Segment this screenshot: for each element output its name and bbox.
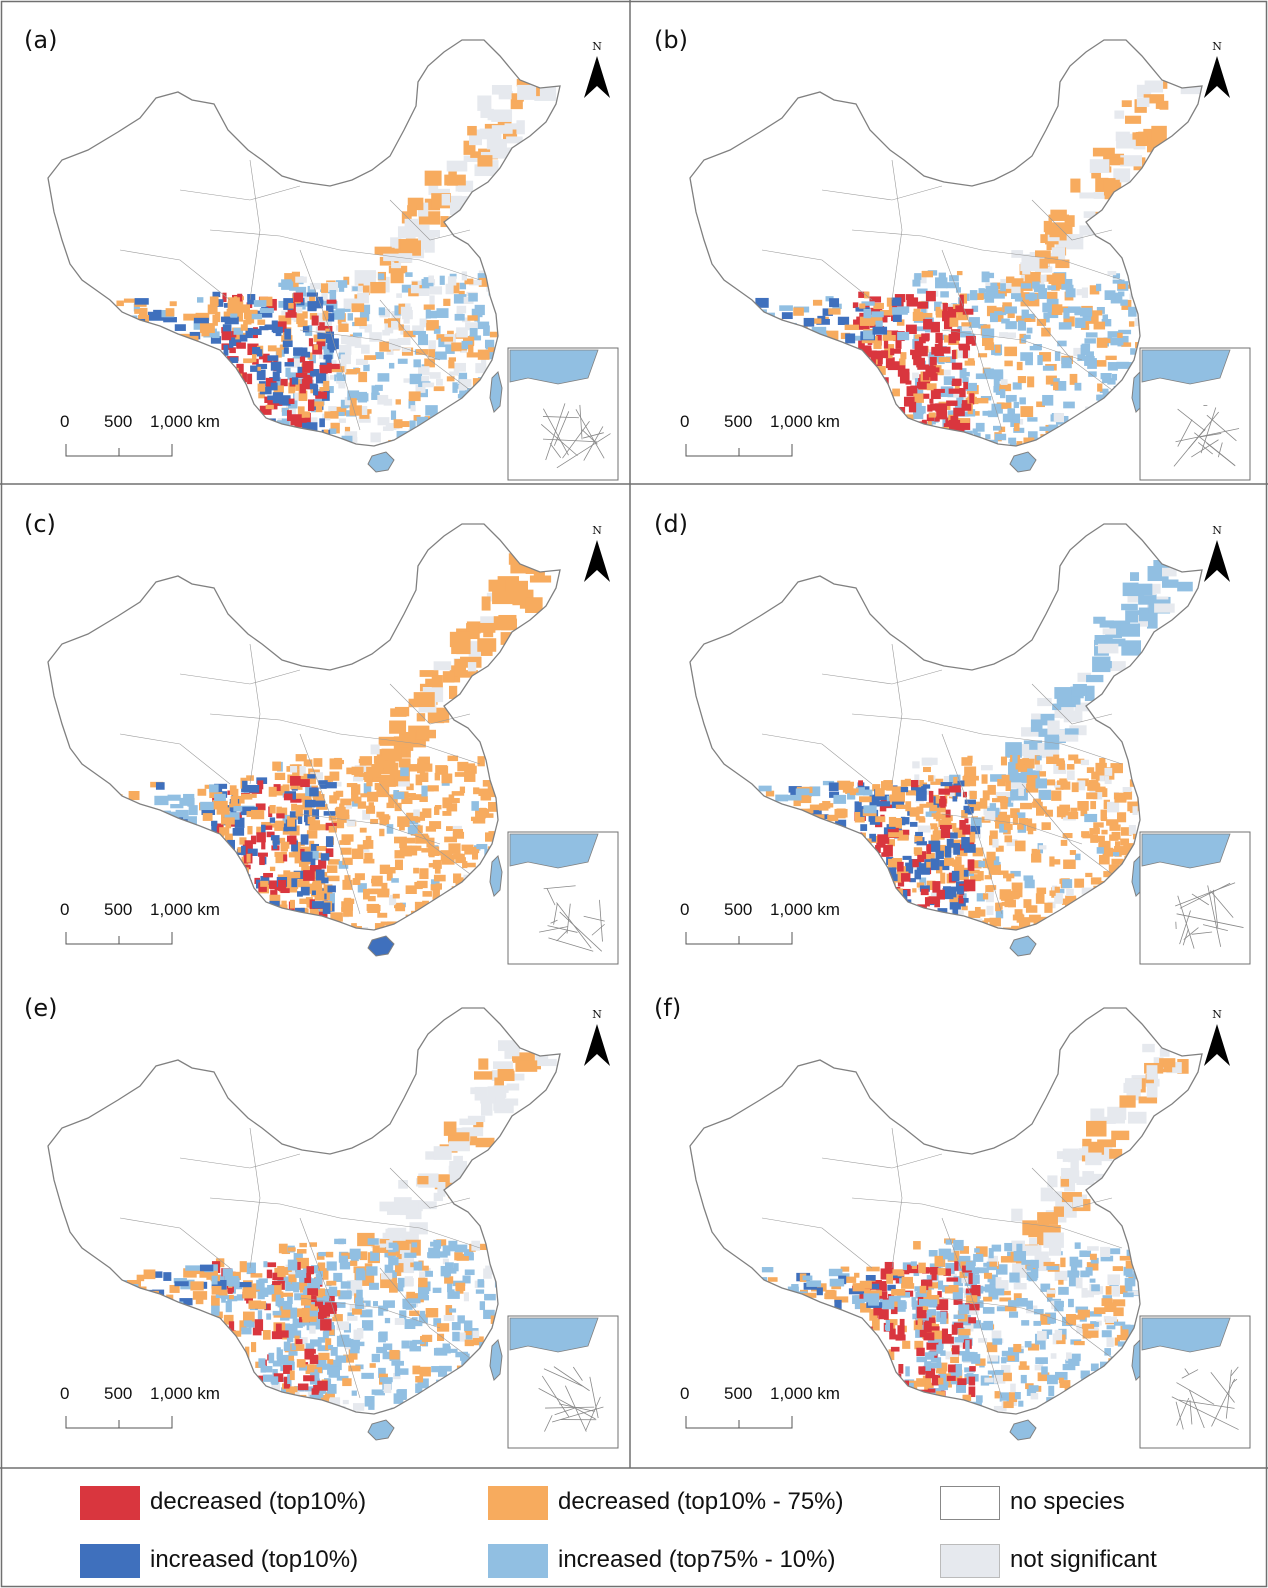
north-arrow-icon: N <box>1202 1008 1232 1070</box>
north-arrow-icon: N <box>582 524 612 586</box>
north-label: N <box>1212 40 1222 53</box>
legend: decreased (top10%) decreased (top10% - 7… <box>0 1468 1268 1588</box>
panel-label: (b) <box>654 26 688 54</box>
legend-label: decreased (top10%) <box>150 1488 367 1515</box>
panel-label: (f) <box>654 994 682 1022</box>
legend-swatch <box>940 1486 1000 1520</box>
panel-label: (e) <box>24 994 58 1022</box>
scale-bar: 0 500 1,000 km <box>60 900 220 950</box>
scale-bar: 0 500 1,000 km <box>680 412 840 462</box>
legend-label: decreased (top10% - 75%) <box>558 1488 844 1515</box>
panel-label: (a) <box>24 26 58 54</box>
north-arrow-icon: N <box>1202 524 1232 586</box>
china-map <box>47 523 619 965</box>
legend-swatch <box>488 1486 548 1520</box>
legend-label: no species <box>1010 1488 1125 1515</box>
map-panel-a: (a) N 0 500 1,000 km <box>0 0 630 484</box>
north-arrow-icon: N <box>1202 40 1232 102</box>
china-map <box>689 523 1251 965</box>
scale-bar: 0 500 1,000 km <box>680 900 840 950</box>
legend-swatch <box>80 1544 140 1578</box>
legend-swatch <box>940 1544 1000 1578</box>
legend-swatch <box>80 1486 140 1520</box>
map-panel-c: (c) N 0 500 1,000 km <box>0 484 630 968</box>
scale-bar: 0 500 1,000 km <box>680 1384 840 1434</box>
north-label: N <box>1212 524 1222 537</box>
legend-label: increased (top75% - 10%) <box>558 1546 836 1573</box>
legend-swatch <box>488 1544 548 1578</box>
map-panel-e: (e) N 0 500 1,000 km <box>0 968 630 1452</box>
map-panel-d: (d) N 0 500 1,000 km <box>630 484 1260 968</box>
north-label: N <box>592 1008 602 1021</box>
legend-label: not significant <box>1010 1546 1157 1573</box>
scale-bar: 0 500 1,000 km <box>60 412 220 462</box>
north-arrow-icon: N <box>582 40 612 102</box>
china-map <box>47 1007 619 1449</box>
map-panel-f: (f) N 0 500 1,000 km <box>630 968 1260 1452</box>
north-label: N <box>592 40 602 53</box>
north-label: N <box>1212 1008 1222 1021</box>
scale-bar: 0 500 1,000 km <box>60 1384 220 1434</box>
panel-label: (c) <box>24 510 56 538</box>
legend-label: increased (top10%) <box>150 1546 359 1573</box>
map-panel-b: (b) N 0 500 1,000 km <box>630 0 1260 484</box>
china-map <box>689 1007 1251 1449</box>
north-label: N <box>592 524 602 537</box>
panel-label: (d) <box>654 510 688 538</box>
north-arrow-icon: N <box>582 1008 612 1070</box>
